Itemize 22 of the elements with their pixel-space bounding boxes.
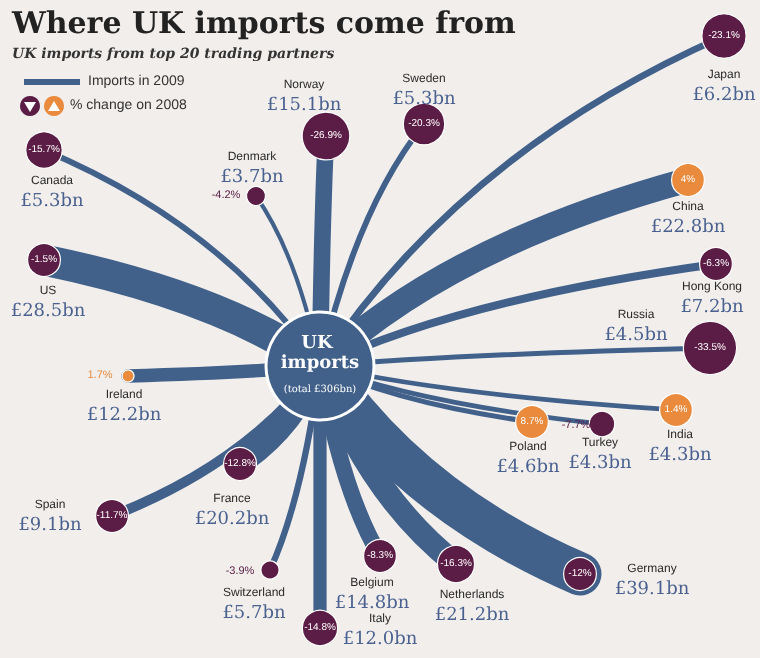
data-label: £5.3bn bbox=[392, 90, 456, 110]
data-label: £9.1bn bbox=[18, 516, 82, 536]
text: Where UK imports come from bbox=[10, 5, 516, 41]
data-label: £39.1bn bbox=[614, 580, 690, 600]
data-label: £15.1bn bbox=[266, 96, 342, 116]
text: UK imports bbox=[280, 334, 360, 374]
data-label: £5.7bn bbox=[222, 604, 286, 624]
data-label: £6.2bn bbox=[692, 86, 756, 106]
data-label: £21.2bn bbox=[434, 606, 510, 626]
data-label: £28.5bn bbox=[10, 302, 86, 322]
data-label: £20.2bn bbox=[194, 510, 270, 530]
data-label: £4.3bn bbox=[568, 454, 632, 474]
data-label: £12.0bn bbox=[342, 630, 418, 650]
data-label: £14.8bn bbox=[334, 594, 410, 614]
data-label: £3.7bn bbox=[220, 168, 284, 188]
data-label: £4.6bn bbox=[496, 458, 560, 478]
data-label: £7.2bn bbox=[680, 298, 744, 318]
data-label: £5.3bn bbox=[20, 192, 84, 212]
data-label: £12.2bn bbox=[86, 406, 162, 426]
data-label: £4.3bn bbox=[648, 446, 712, 466]
data-label: £4.5bn bbox=[604, 326, 668, 346]
data-label: £22.8bn bbox=[650, 218, 726, 238]
